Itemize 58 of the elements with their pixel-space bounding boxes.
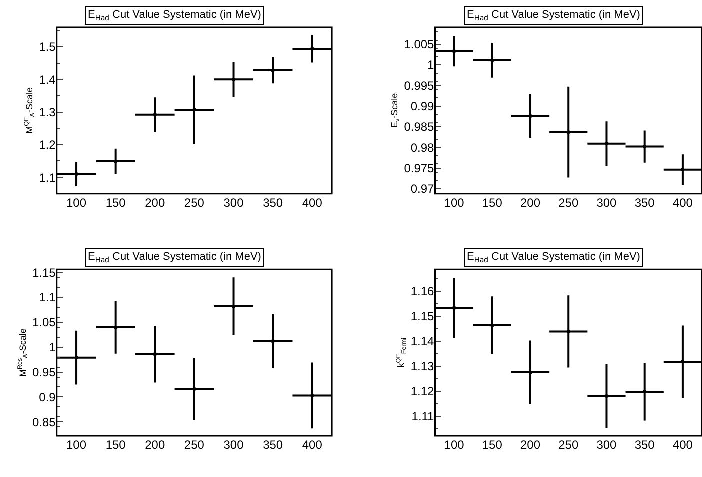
y-tick-label: 1 <box>49 340 56 355</box>
x-tick-label: 350 <box>263 438 284 452</box>
y-tick-label: 0.97 <box>410 182 435 196</box>
x-tick-label: 150 <box>482 196 503 210</box>
y-tick-label: 1.005 <box>404 38 435 52</box>
chart-title: E$_{Had}$ Cut Value Systematic (in MeV) <box>467 9 640 22</box>
x-tick-label: 400 <box>302 438 323 452</box>
y-tick-label: 1.1 <box>39 170 56 185</box>
x-tick-label: 300 <box>596 196 618 210</box>
x-tick-label: 250 <box>184 438 205 452</box>
y-tick-label: 1.16 <box>410 284 435 299</box>
chart-title: E$_{Had}$ Cut Value Systematic (in MeV) <box>88 251 262 264</box>
y-tick-label: 0.9 <box>39 390 56 404</box>
x-tick-label: 300 <box>224 438 244 452</box>
y-tick-label: 1.13 <box>410 360 435 374</box>
x-tick-label: 400 <box>672 438 694 452</box>
x-tick-label: 250 <box>558 438 579 452</box>
y-tick-label: 0.95 <box>32 365 56 380</box>
y-tick-label: 1 <box>428 58 435 72</box>
x-tick-label: 150 <box>106 196 126 210</box>
x-tick-label: 150 <box>482 438 503 452</box>
x-tick-label: 150 <box>106 438 126 452</box>
y-tick-label: 0.985 <box>404 120 435 134</box>
x-tick-label: 400 <box>302 196 323 210</box>
y-tick-label: 0.98 <box>410 140 435 155</box>
x-tick-label: 100 <box>66 196 87 210</box>
y-tick-label: 1.15 <box>410 310 435 324</box>
x-tick-label: 350 <box>634 196 656 210</box>
y-tick-label: 1.4 <box>39 72 56 87</box>
x-tick-label: 350 <box>263 196 284 210</box>
y-tick-label: 0.85 <box>32 415 56 430</box>
y-tick-label: 1.14 <box>410 334 435 349</box>
x-tick-label: 300 <box>224 196 244 210</box>
x-tick-label: 200 <box>520 196 541 210</box>
y-tick-label: 1.3 <box>39 105 56 120</box>
y-tick-label: 1.5 <box>39 40 56 54</box>
y-tick-label: 0.975 <box>404 161 435 176</box>
y-tick-label: 1.05 <box>32 316 56 330</box>
y-tick-label: 0.995 <box>404 78 435 93</box>
x-tick-label: 250 <box>558 196 579 210</box>
y-tick-label: 1.1 <box>39 290 56 305</box>
x-tick-label: 100 <box>66 438 87 452</box>
x-tick-label: 200 <box>520 438 541 452</box>
x-tick-label: 400 <box>672 196 694 210</box>
x-tick-label: 200 <box>145 438 166 452</box>
y-tick-label: 1.11 <box>412 410 435 424</box>
chart-title: E$_{Had}$ Cut Value Systematic (in MeV) <box>467 251 640 264</box>
y-tick-label: 1.15 <box>32 266 56 280</box>
y-tick-label: 1.2 <box>39 138 56 152</box>
x-tick-label: 250 <box>184 196 205 210</box>
x-tick-label: 100 <box>444 438 465 452</box>
x-tick-label: 200 <box>145 196 166 210</box>
y-tick-label: 0.99 <box>410 100 435 114</box>
chart-title: E$_{Had}$ Cut Value Systematic (in MeV) <box>88 9 262 22</box>
x-tick-label: 100 <box>444 196 465 210</box>
x-tick-label: 300 <box>596 438 618 452</box>
x-tick-label: 350 <box>634 438 656 452</box>
y-tick-label: 1.12 <box>410 384 435 399</box>
